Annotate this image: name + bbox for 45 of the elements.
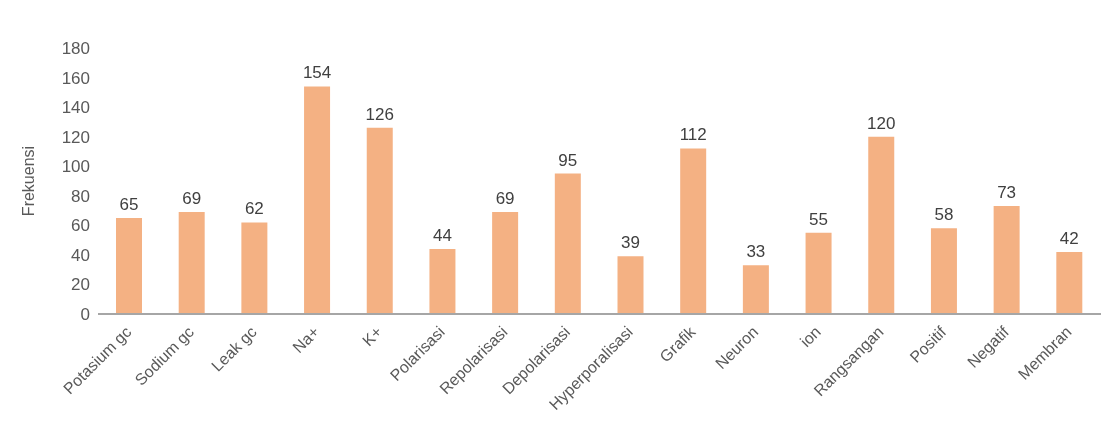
y-tick-label: 20 [71,275,90,295]
y-tick-label: 160 [61,68,90,88]
bar [116,217,142,314]
y-tick-label: 80 [71,186,90,206]
bar [930,228,957,314]
data-label: 69 [182,189,202,209]
x-tick-label: Na+ [289,323,323,357]
y-tick-label: 60 [71,216,90,236]
data-label: 69 [495,189,515,209]
bar [1056,251,1083,314]
y-tick-label: 0 [80,305,90,325]
bar [617,256,644,314]
data-label: 73 [997,183,1017,203]
bar [241,222,268,314]
data-label: 42 [1059,228,1079,248]
data-label: 55 [809,209,829,229]
bar [554,173,581,314]
bar [304,86,331,314]
y-tick-label: 120 [61,127,90,147]
bar [993,206,1020,314]
bar [429,248,456,314]
data-label: 65 [119,194,139,214]
bar [868,136,895,314]
bar [178,212,205,314]
data-label: 44 [432,225,452,245]
bar [742,265,769,314]
y-tick-label: 40 [71,245,90,265]
data-label: 154 [302,63,332,83]
bar [680,148,707,314]
data-label: 126 [365,104,394,124]
x-tick-label: K+ [359,323,386,350]
data-label: 39 [621,233,640,253]
data-label: 112 [679,125,707,145]
y-tick-label: 140 [61,98,90,118]
bar [366,127,393,314]
y-tick-label: 180 [61,39,90,59]
data-label: 58 [934,205,954,225]
y-tick-label: 100 [61,157,90,177]
y-axis-title: Frekuensi [19,145,37,217]
data-label: 120 [867,113,896,133]
data-label: 62 [244,199,264,219]
data-label: 95 [558,150,578,170]
bar [492,212,519,314]
bar [805,232,832,314]
data-label: 33 [746,242,766,262]
